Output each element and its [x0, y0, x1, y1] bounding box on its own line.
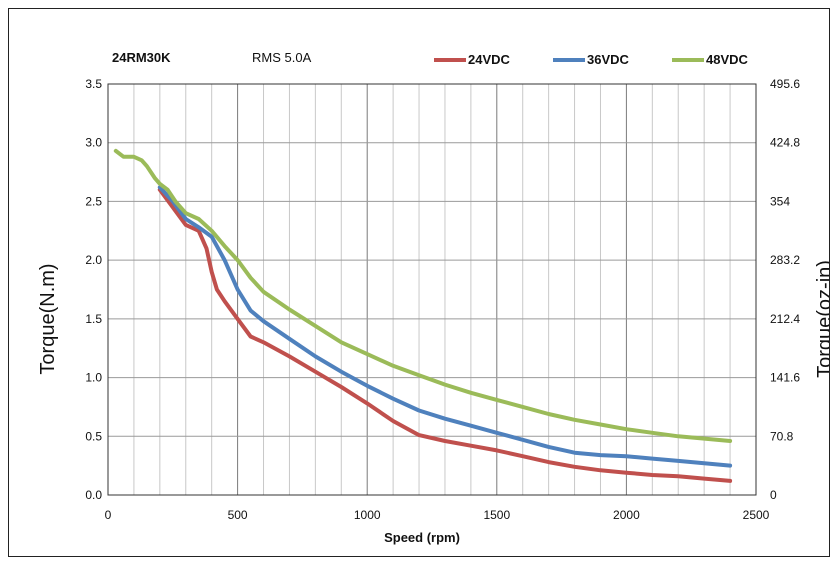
x-tick-label: 500: [228, 508, 248, 522]
chart-title: 24RM30K: [112, 50, 171, 65]
y-tick-label: 2.0: [85, 253, 102, 267]
x-tick-label: 1000: [354, 508, 381, 522]
y2-tick-label: 0: [770, 488, 777, 502]
x-axis-ticks: 0 500 1000 1500 2000 2500: [105, 508, 770, 522]
x-tick-label: 2000: [613, 508, 640, 522]
y-tick-label: 2.5: [85, 194, 102, 208]
y2-tick-label: 495.6: [770, 77, 800, 91]
y-tick-label: 1.0: [85, 371, 102, 385]
y2-tick-label: 354: [770, 194, 790, 208]
y2-axis-ticks: 0 70.8 141.6 212.4 283.2 354 424.8 495.6: [770, 77, 800, 502]
minor-grid: [133, 84, 731, 495]
series-layer: [113, 148, 733, 483]
legend-label: 24VDC: [468, 52, 511, 67]
y-tick-label: 0.5: [85, 429, 102, 443]
legend-label: 48VDC: [706, 52, 749, 67]
legend: 24VDC 36VDC 48VDC: [434, 52, 749, 67]
chart-subtitle: RMS 5.0A: [252, 50, 312, 65]
x-axis-title: Speed (rpm): [384, 530, 460, 545]
chart-frame: 0.0 0.5 1.0 1.5 2.0 2.5 3.0 3.5 0 70.8 141.6 212.4…: [8, 8, 834, 557]
y2-tick-label: 212.4: [770, 312, 800, 326]
x-tick-label: 2500: [743, 508, 770, 522]
y2-tick-label: 283.2: [770, 253, 800, 267]
y-tick-label: 3.5: [85, 77, 102, 91]
y-axis-title: Torque(N.m): [37, 263, 59, 374]
plot-area: [107, 83, 757, 496]
y2-tick-label: 141.6: [770, 371, 800, 385]
y2-axis-title: Torque(oz-in): [814, 260, 829, 378]
y-tick-label: 1.5: [85, 312, 102, 326]
y-axis-ticks: 0.0 0.5 1.0 1.5 2.0 2.5 3.0 3.5: [85, 77, 102, 502]
y2-tick-label: 424.8: [770, 136, 800, 150]
y2-tick-label: 70.8: [770, 429, 794, 443]
series-line-24vdc: [157, 187, 733, 483]
series-line-36vdc: [157, 185, 733, 468]
legend-label: 36VDC: [587, 52, 630, 67]
x-tick-label: 0: [105, 508, 112, 522]
x-tick-label: 1500: [483, 508, 510, 522]
y-tick-label: 0.0: [85, 488, 102, 502]
series-line-48vdc: [113, 148, 733, 443]
y-tick-label: 3.0: [85, 136, 102, 150]
torque-speed-chart: 0.0 0.5 1.0 1.5 2.0 2.5 3.0 3.5 0 70.8 141.6 212.4…: [37, 50, 834, 545]
